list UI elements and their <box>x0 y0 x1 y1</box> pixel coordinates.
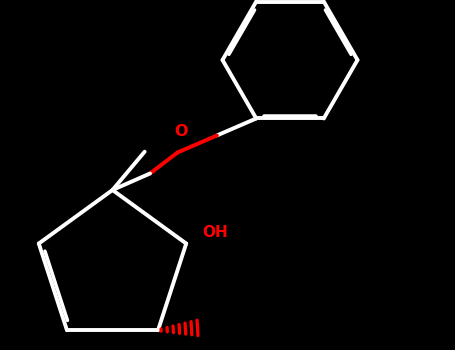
Text: OH: OH <box>202 225 228 240</box>
Text: O: O <box>174 124 188 139</box>
